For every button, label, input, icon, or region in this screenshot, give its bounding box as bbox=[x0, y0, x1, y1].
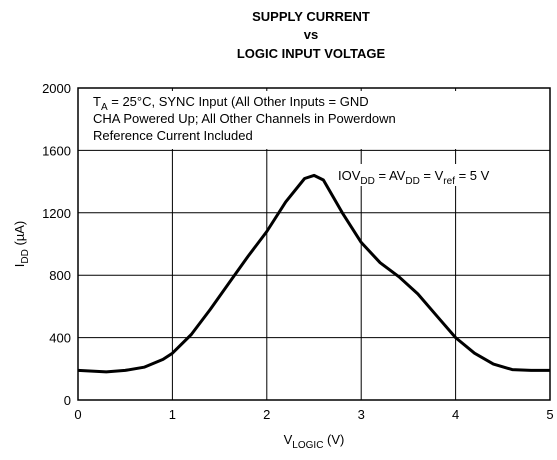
text-segment: = AV bbox=[375, 168, 406, 183]
annotation: IOVDD = AVDD = Vref = 5 V bbox=[338, 168, 490, 187]
x-tick-label: 0 bbox=[74, 407, 81, 422]
x-tick-label: 3 bbox=[358, 407, 365, 422]
chart-title: LOGIC INPUT VOLTAGE bbox=[237, 46, 386, 61]
annotation: CHA Powered Up; All Other Channels in Po… bbox=[93, 111, 396, 126]
y-tick-label: 1200 bbox=[42, 206, 71, 221]
y-tick-label: 0 bbox=[64, 393, 71, 408]
annotation-box bbox=[81, 91, 461, 149]
annotation-box bbox=[332, 164, 542, 186]
y-tick-label: 800 bbox=[49, 268, 71, 283]
chart-title: SUPPLY CURRENT bbox=[252, 9, 370, 24]
plot-frame bbox=[77, 87, 551, 401]
y-tick-label: 2000 bbox=[42, 81, 71, 96]
text-segment: ref bbox=[443, 176, 455, 187]
text-segment: CHA Powered Up; All Other Channels in Po… bbox=[93, 111, 396, 126]
x-tick-label: 4 bbox=[452, 407, 459, 422]
y-tick-label: 1600 bbox=[42, 143, 71, 158]
text-segment: (µA) bbox=[12, 221, 27, 249]
text-segment: IOV bbox=[338, 168, 361, 183]
x-axis-label: VLOGIC (V) bbox=[284, 432, 345, 451]
chart-title: vs bbox=[304, 27, 318, 42]
text-segment: A bbox=[101, 102, 108, 113]
text-segment: = 5 V bbox=[455, 168, 490, 183]
y-axis-label: IDD (µA) bbox=[12, 221, 31, 268]
x-tick-label: 1 bbox=[169, 407, 176, 422]
text-segment: DD bbox=[405, 176, 419, 187]
annotation: TA = 25°C, SYNC Input (All Other Inputs … bbox=[93, 94, 369, 113]
text-segment: DD bbox=[20, 249, 31, 263]
x-tick-label: 5 bbox=[546, 407, 553, 422]
text-segment: = V bbox=[420, 168, 444, 183]
annotation: Reference Current Included bbox=[93, 128, 253, 143]
text-segment: I bbox=[12, 264, 27, 268]
text-segment: DD bbox=[360, 176, 374, 187]
text-segment: Reference Current Included bbox=[93, 128, 253, 143]
text-segment: = 25°C, SYNC Input (All Other Inputs = G… bbox=[108, 94, 369, 109]
text-segment: (V) bbox=[323, 432, 344, 447]
text-segment: LOGIC bbox=[292, 440, 323, 451]
y-tick-label: 400 bbox=[49, 331, 71, 346]
text-segment: T bbox=[93, 94, 101, 109]
x-tick-label: 2 bbox=[263, 407, 270, 422]
text-segment: V bbox=[284, 432, 293, 447]
data-line bbox=[77, 173, 550, 374]
